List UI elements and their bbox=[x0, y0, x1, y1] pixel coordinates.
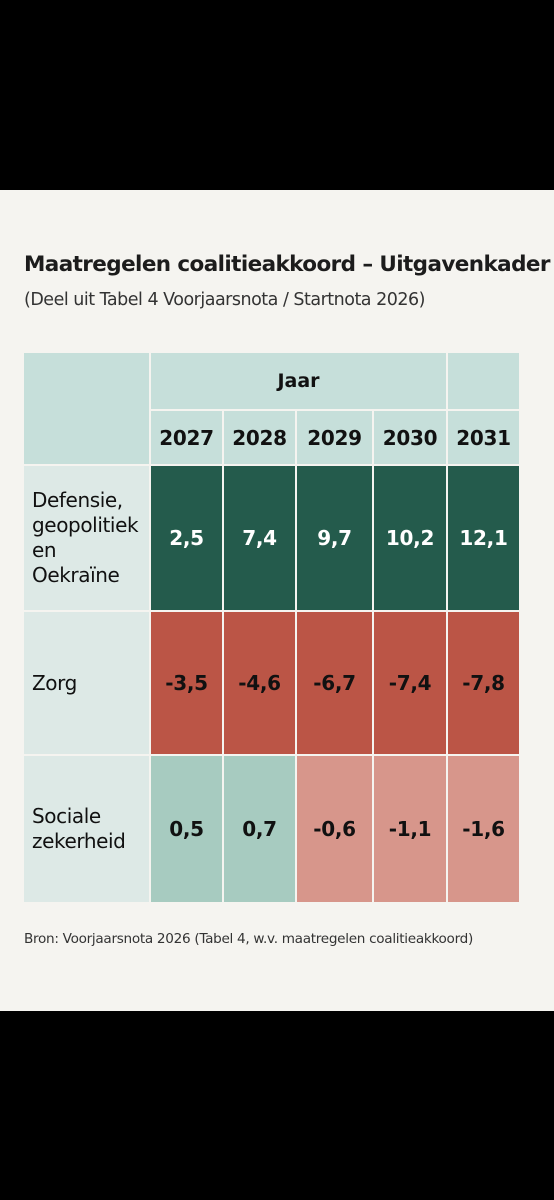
column-header-2031: 2031 bbox=[448, 411, 519, 464]
source-note: Bron: Voorjaarsnota 2026 (Tabel 4, w.v. … bbox=[24, 931, 473, 947]
column-header-2029: 2029 bbox=[297, 411, 372, 464]
row-label: Defensie, geopolitiek en Oekraïne bbox=[24, 466, 149, 610]
row-label: Zorg bbox=[24, 612, 149, 754]
table-value-cell: -7,4 bbox=[374, 612, 446, 754]
column-header-2028: 2028 bbox=[224, 411, 295, 464]
data-table: Jaar 2027 2028 2029 2030 2031 Defensie, geopol… bbox=[24, 353, 521, 904]
header-group-label: Jaar bbox=[151, 353, 446, 409]
table-value-cell: 0,5 bbox=[151, 756, 222, 902]
table-value-cell: -4,6 bbox=[224, 612, 295, 754]
header-group-extension bbox=[448, 353, 519, 409]
chart-subtitle: (Deel uit Tabel 4 Voorjaarsnota / Startn… bbox=[24, 290, 425, 310]
column-header-2030: 2030 bbox=[374, 411, 446, 464]
table-value-cell: -7,8 bbox=[448, 612, 519, 754]
table-corner bbox=[24, 353, 149, 464]
table-value-cell: 10,2 bbox=[374, 466, 446, 610]
table-value-cell: -3,5 bbox=[151, 612, 222, 754]
column-header-2027: 2027 bbox=[151, 411, 222, 464]
table-value-cell: 9,7 bbox=[297, 466, 372, 610]
table-value-cell: 12,1 bbox=[448, 466, 519, 610]
table-value-cell: 0,7 bbox=[224, 756, 295, 902]
chart-panel: Maatregelen coalitieakkoord – Uitgavenka… bbox=[0, 190, 554, 1011]
table-value-cell: -1,1 bbox=[374, 756, 446, 902]
table-value-cell: -6,7 bbox=[297, 612, 372, 754]
row-label: Sociale zekerheid bbox=[24, 756, 149, 902]
table-value-cell: -0,6 bbox=[297, 756, 372, 902]
table-value-cell: -1,6 bbox=[448, 756, 519, 902]
table-value-cell: 2,5 bbox=[151, 466, 222, 610]
table-value-cell: 7,4 bbox=[224, 466, 295, 610]
chart-title: Maatregelen coalitieakkoord – Uitgavenka… bbox=[24, 252, 550, 277]
